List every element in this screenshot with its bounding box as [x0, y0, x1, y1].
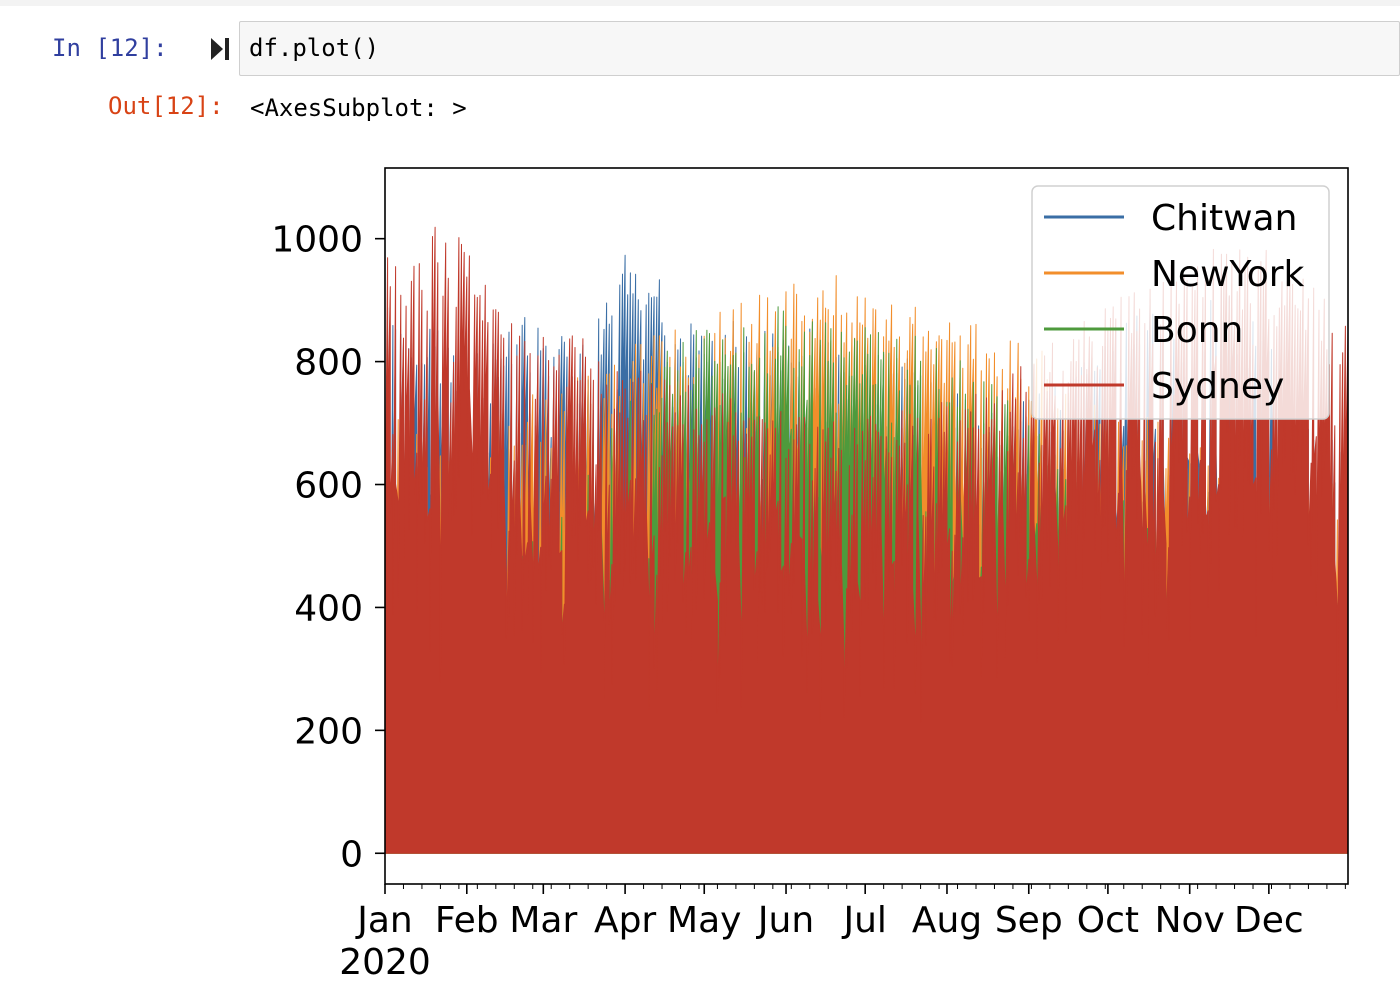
x-year-label: 2020: [339, 942, 431, 983]
code-text[interactable]: df.plot(): [249, 34, 380, 62]
legend-box: [1031, 185, 1330, 420]
x-tick-label: Sep: [995, 900, 1063, 941]
run-cell-icon[interactable]: [208, 36, 232, 62]
output-prompt: Out[12]:: [108, 92, 224, 120]
y-tick-label: 800: [294, 343, 363, 384]
legend-label: Chitwan: [1151, 198, 1297, 239]
input-prompt: In [12]:: [52, 34, 168, 62]
x-tick-label: Apr: [594, 900, 656, 941]
notebook-top-strip: [0, 0, 1400, 6]
x-axis: Jan Feb Mar Apr May Jun Jul Aug Sep Oct Nov Dec 2020: [339, 884, 1346, 983]
x-tick-label: May: [667, 900, 741, 941]
y-tick-label: 200: [294, 711, 363, 752]
axes-frame: [384, 167, 1349, 885]
x-tick-label: Aug: [912, 900, 982, 941]
x-tick-label: Jan: [355, 900, 413, 941]
y-tick-label: 0: [340, 834, 363, 875]
legend-label: Bonn: [1151, 310, 1243, 351]
x-tick-label: Dec: [1234, 900, 1304, 941]
x-tick-label: Oct: [1077, 900, 1139, 941]
x-tick-label: Jul: [841, 900, 886, 941]
output-repr: <AxesSubplot: >: [250, 94, 467, 122]
plot-figure: 0 200 400 600 800 1000 Jan Feb Mar Apr May Jun Jul A…: [271, 167, 1349, 983]
x-tick-label: Mar: [509, 900, 577, 941]
legend-label: Sydney: [1151, 366, 1284, 407]
y-tick-label: 1000: [271, 220, 363, 261]
y-axis: 0 200 400 600 800 1000: [271, 220, 385, 875]
x-tick-label: Feb: [435, 900, 499, 941]
code-cell-editor[interactable]: df.plot(): [239, 21, 1400, 76]
x-tick-label: Nov: [1155, 900, 1225, 941]
legend-label: NewYork: [1151, 254, 1305, 295]
y-tick-label: 400: [294, 588, 363, 629]
x-tick-label: Jun: [756, 900, 814, 941]
y-tick-label: 600: [294, 466, 363, 507]
legend: Chitwan NewYork Bonn Sydney: [1031, 185, 1330, 420]
